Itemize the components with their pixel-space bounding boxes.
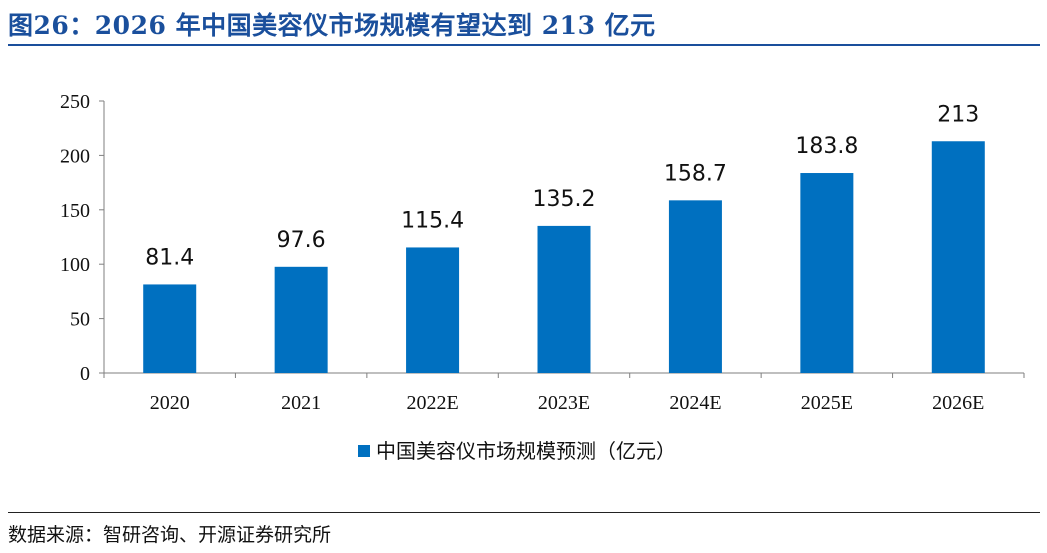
data-label: 115.4 bbox=[401, 208, 464, 233]
bar-2024E bbox=[668, 200, 722, 373]
page-title: 图26：2026 年中国美容仪市场规模有望达到 213 亿元 bbox=[8, 11, 656, 40]
data-label: 81.4 bbox=[145, 245, 194, 270]
x-tick-label: 2023E bbox=[538, 392, 590, 414]
x-tick-label: 2020 bbox=[150, 392, 190, 414]
data-label: 158.7 bbox=[664, 161, 727, 186]
title-divider bbox=[8, 44, 1040, 46]
y-tick-label: 0 bbox=[80, 363, 90, 385]
legend-swatch bbox=[358, 445, 370, 457]
data-label: 135.2 bbox=[533, 187, 596, 212]
x-tick-label: 2021 bbox=[281, 392, 321, 414]
x-tick-label: 2022E bbox=[406, 392, 458, 414]
legend-label: 中国美容仪市场规模预测（亿元） bbox=[376, 439, 676, 463]
y-tick-label: 50 bbox=[70, 309, 90, 331]
bar-2025E bbox=[800, 173, 854, 373]
bar-2021 bbox=[274, 266, 328, 373]
y-tick-label: 200 bbox=[60, 145, 90, 167]
y-tick-label: 150 bbox=[60, 200, 90, 222]
bar-2023E bbox=[537, 225, 591, 373]
y-tick-label: 100 bbox=[60, 254, 90, 276]
data-label: 183.8 bbox=[795, 134, 858, 159]
bar-2020 bbox=[143, 284, 197, 373]
y-tick-label: 250 bbox=[60, 91, 90, 113]
bar-chart: 0 50 100 150 200 250 81.4 2020 97.6 2021 115.4 2022… bbox=[60, 91, 1025, 463]
x-tick-label: 2024E bbox=[669, 392, 721, 414]
data-label: 97.6 bbox=[277, 228, 326, 253]
bar-2026E bbox=[931, 141, 985, 373]
x-tick-label: 2025E bbox=[801, 392, 853, 414]
footer-divider bbox=[8, 512, 1040, 513]
data-label: 213 bbox=[937, 102, 979, 127]
source-note: 数据来源：智研咨询、开源证券研究所 bbox=[8, 524, 332, 546]
legend: 中国美容仪市场规模预测（亿元） bbox=[358, 439, 676, 463]
x-tick-label: 2026E bbox=[932, 392, 984, 414]
bar-2022E bbox=[406, 247, 460, 373]
